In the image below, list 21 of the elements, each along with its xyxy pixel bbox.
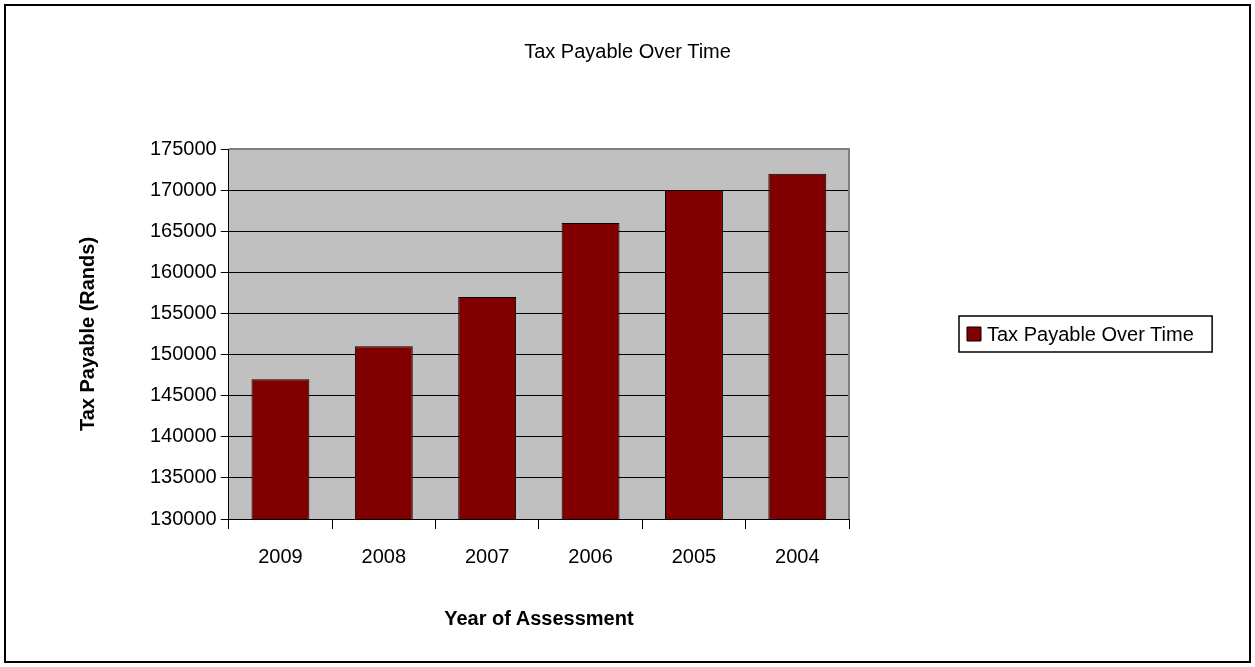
chart-frame: Year of Assessment Tax Payable (Rands) 2009 2008 2007 2006 2005 2004 130000 135000 140000 145000 150000 155000 160000 165000 170000 175000 Tax Payable Over Time Tax Payable Over Time — [4, 4, 1251, 663]
y-tick-label: 135000 — [149, 465, 217, 488]
x-tick-label: 2006 — [568, 544, 613, 567]
x-tick-label: 2005 — [671, 544, 717, 567]
y-tick-label: 155000 — [149, 300, 217, 323]
y-tick-label: 170000 — [149, 177, 217, 200]
y-tick-label: 140000 — [149, 424, 217, 447]
y-tick-label: 165000 — [149, 218, 217, 241]
x-tick-label: 2004 — [775, 544, 820, 567]
y-tick-label: 150000 — [149, 342, 217, 365]
chart-title: Tax Payable Over Time — [524, 39, 731, 62]
x-tick-label: 2008 — [361, 544, 407, 567]
y-tick-label: 160000 — [149, 259, 217, 282]
y-tick-label: 145000 — [149, 383, 217, 406]
legend-label: Tax Payable Over Time — [987, 322, 1194, 345]
y-tick-label: 130000 — [149, 506, 217, 529]
y-axis-title: Tax Payable (Rands) — [75, 236, 98, 432]
x-axis-title: Year of Assessment — [444, 606, 634, 629]
x-tick-label: 2007 — [464, 544, 510, 567]
y-tick-label: 175000 — [149, 136, 217, 159]
x-tick-label: 2009 — [258, 544, 303, 567]
